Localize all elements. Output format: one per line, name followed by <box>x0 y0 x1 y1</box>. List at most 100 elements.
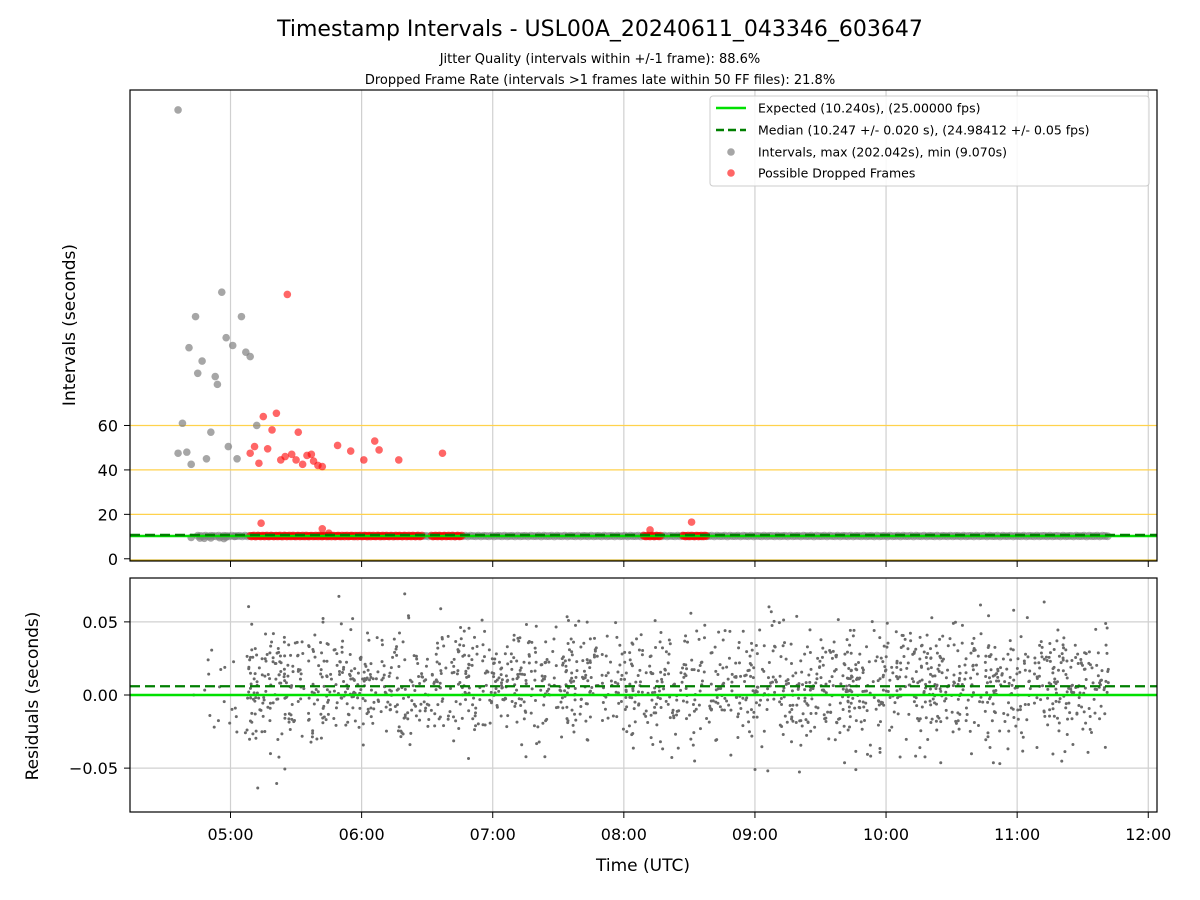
residual-point <box>463 690 467 694</box>
residual-point <box>628 651 632 655</box>
residual-point <box>838 731 842 735</box>
residual-point <box>849 668 853 672</box>
residual-point <box>374 677 378 681</box>
residual-point <box>604 674 608 678</box>
residual-point <box>512 656 516 660</box>
residual-point <box>541 721 545 725</box>
residual-point <box>1009 647 1013 651</box>
residual-point <box>790 708 794 712</box>
residual-point <box>847 666 851 670</box>
residual-point <box>716 672 720 676</box>
residual-point <box>972 636 976 640</box>
residual-point <box>307 645 311 649</box>
residual-point <box>395 703 399 707</box>
interval-point <box>183 448 191 456</box>
residual-point <box>371 677 375 681</box>
residual-point <box>941 634 945 638</box>
residual-point <box>627 724 631 728</box>
residual-point <box>566 618 570 622</box>
residual-point <box>786 678 790 682</box>
residual-point <box>781 644 785 648</box>
residual-point <box>515 688 519 692</box>
residual-point <box>283 679 287 683</box>
residual-point <box>311 682 315 686</box>
residual-point <box>351 706 355 710</box>
residual-point <box>1065 659 1069 663</box>
residual-point <box>698 664 702 668</box>
residual-point <box>752 710 756 714</box>
residual-point <box>577 619 581 623</box>
residual-point <box>822 688 826 692</box>
residual-point <box>434 688 438 692</box>
residual-point <box>248 658 252 662</box>
residual-point <box>316 698 320 702</box>
residual-point <box>1025 718 1029 722</box>
residual-point <box>734 675 738 679</box>
residual-point <box>1061 656 1065 660</box>
residual-point <box>718 705 722 709</box>
residual-point <box>974 663 978 667</box>
residual-point <box>717 630 721 634</box>
residual-point <box>510 667 514 671</box>
residual-point <box>320 675 324 679</box>
residual-point <box>1018 708 1022 712</box>
dropped-point <box>318 524 327 533</box>
residual-point <box>1011 707 1015 711</box>
residual-point <box>808 680 812 684</box>
residual-point <box>1015 672 1019 676</box>
residual-point <box>494 652 498 656</box>
residual-point <box>906 647 910 651</box>
residual-point <box>430 673 434 677</box>
residual-point <box>864 701 868 705</box>
bottom-ytick-label: 0.00 <box>82 686 118 705</box>
residual-point <box>575 669 579 673</box>
residual-point <box>1042 600 1046 604</box>
residual-point <box>243 731 247 735</box>
residual-point <box>660 646 664 650</box>
residual-point <box>283 654 287 658</box>
residual-point <box>790 740 794 744</box>
residual-point <box>1005 667 1009 671</box>
residual-point <box>520 743 524 747</box>
residual-point <box>256 786 260 790</box>
residual-point <box>1065 732 1069 736</box>
residual-point <box>804 718 808 722</box>
residual-point <box>620 652 624 656</box>
residual-point <box>495 703 499 707</box>
residual-point <box>287 643 291 647</box>
residual-point <box>685 667 689 671</box>
residual-point <box>279 661 283 665</box>
residual-point <box>657 689 661 693</box>
residual-point <box>349 628 353 632</box>
residual-point <box>408 678 412 682</box>
residual-point <box>1019 704 1023 708</box>
interval-point-max <box>174 106 182 114</box>
interval-point <box>222 333 230 342</box>
residual-point <box>268 677 272 681</box>
residual-point <box>815 672 819 676</box>
residual-point <box>804 681 808 685</box>
residual-point <box>493 691 497 695</box>
residual-point <box>721 638 725 642</box>
residual-point <box>505 645 509 649</box>
residual-point <box>381 676 385 680</box>
residual-point <box>1092 697 1096 701</box>
residual-point <box>250 648 254 652</box>
interval-point <box>217 288 226 296</box>
residual-point <box>340 645 344 649</box>
residual-point <box>668 716 672 720</box>
residual-point <box>207 672 211 676</box>
residual-point <box>938 637 942 641</box>
residual-point <box>582 641 586 645</box>
dropped-point <box>294 428 303 436</box>
residual-point <box>382 673 386 677</box>
residual-point <box>738 701 742 705</box>
residual-point <box>452 739 456 743</box>
residual-point <box>912 700 916 704</box>
residual-point <box>983 660 987 664</box>
residual-point <box>951 684 955 688</box>
residual-point <box>600 673 604 677</box>
residual-point <box>945 716 949 720</box>
residual-point <box>737 661 741 665</box>
residual-point <box>379 710 383 714</box>
